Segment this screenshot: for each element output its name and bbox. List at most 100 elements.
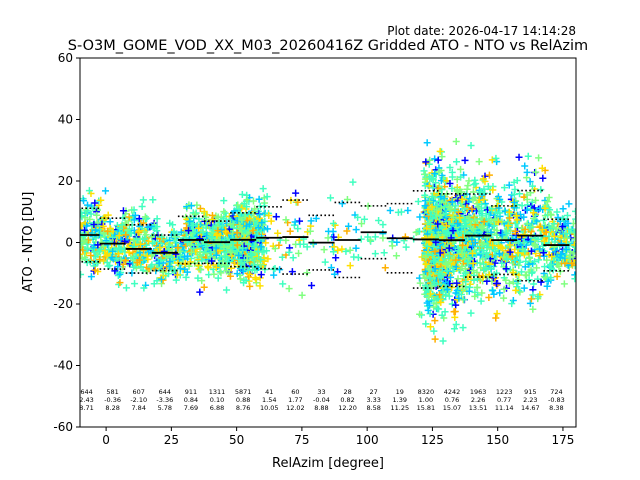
data-point [520, 239, 528, 247]
data-point [430, 327, 438, 335]
bin-mean-label: 1.77 [288, 396, 302, 404]
data-point [349, 178, 357, 186]
data-point [183, 252, 191, 260]
data-point [188, 248, 196, 256]
data-point [235, 251, 243, 259]
data-point [456, 214, 464, 222]
data-point [461, 156, 469, 164]
data-point [500, 184, 508, 192]
data-point [468, 235, 476, 243]
data-point [371, 233, 379, 241]
data-point [515, 153, 523, 161]
data-point [270, 271, 278, 279]
data-point [274, 229, 282, 237]
data-point [471, 292, 479, 300]
bin-n-label: 1963 [470, 388, 487, 396]
data-point [108, 253, 116, 261]
data-point [500, 294, 508, 302]
bin-std-label: 8.88 [314, 404, 328, 412]
data-point [327, 264, 335, 272]
data-point [196, 288, 204, 296]
data-point [213, 231, 221, 239]
data-point [212, 263, 220, 271]
data-point [96, 255, 104, 263]
data-point [263, 193, 271, 201]
data-point [468, 249, 476, 257]
data-point [190, 228, 198, 236]
data-point [571, 228, 576, 236]
data-point [81, 226, 89, 234]
data-point [447, 273, 455, 281]
data-point [289, 254, 297, 262]
x-tick-label: 50 [229, 433, 244, 447]
data-point [190, 244, 198, 252]
data-point [471, 176, 479, 184]
bin-mean-label: -0.36 [104, 396, 121, 404]
data-point [262, 247, 270, 255]
data-point [426, 156, 434, 164]
data-point [440, 195, 448, 203]
data-point [194, 274, 202, 282]
bin-n-label: 644 [80, 388, 92, 396]
data-point [526, 299, 534, 307]
data-point [479, 222, 487, 230]
data-point [480, 260, 488, 268]
data-point [275, 241, 283, 249]
data-point [221, 209, 229, 217]
data-point [331, 270, 339, 278]
bin-n-label: 27 [370, 388, 378, 396]
data-point [196, 205, 204, 213]
data-point [426, 266, 434, 274]
data-point [425, 293, 433, 301]
data-point [483, 233, 491, 241]
data-point [286, 227, 294, 235]
data-point [509, 269, 517, 277]
data-point [386, 206, 394, 214]
data-point [535, 256, 543, 264]
data-point [479, 250, 487, 258]
data-point [321, 258, 329, 266]
bin-std-label: 11.25 [390, 404, 409, 412]
data-point [249, 197, 257, 205]
data-point [227, 264, 235, 272]
bin-mean-label: 0.84 [184, 396, 198, 404]
data-point [156, 244, 164, 252]
data-point [476, 188, 484, 196]
data-point [503, 255, 511, 263]
data-point [455, 294, 463, 302]
data-point [427, 211, 435, 219]
data-point [212, 244, 220, 252]
x-tick-label: 175 [551, 433, 574, 447]
data-point [237, 225, 245, 233]
data-point [453, 228, 461, 236]
data-point [227, 231, 235, 239]
data-point [458, 223, 466, 231]
bin-n-label: 41 [265, 388, 273, 396]
data-point [238, 191, 246, 199]
data-point [457, 188, 465, 196]
data-point [144, 223, 152, 231]
data-point [80, 197, 88, 205]
data-point [525, 276, 533, 284]
data-point [147, 222, 155, 230]
data-point [427, 220, 435, 228]
data-point [204, 262, 212, 270]
data-point [461, 205, 469, 213]
data-point [364, 233, 372, 241]
data-point [250, 242, 258, 250]
data-point [194, 241, 202, 249]
data-point [433, 305, 441, 313]
data-point [240, 200, 248, 208]
data-point [448, 284, 456, 292]
data-point [496, 289, 504, 297]
data-point [458, 241, 466, 249]
data-point [216, 267, 224, 275]
data-point [404, 206, 412, 214]
data-point [493, 310, 501, 318]
data-point [454, 208, 462, 216]
data-point [478, 201, 486, 209]
data-point [438, 186, 446, 194]
data-point [138, 202, 146, 210]
data-point [288, 268, 296, 276]
bin-std-label: 15.07 [443, 404, 462, 412]
